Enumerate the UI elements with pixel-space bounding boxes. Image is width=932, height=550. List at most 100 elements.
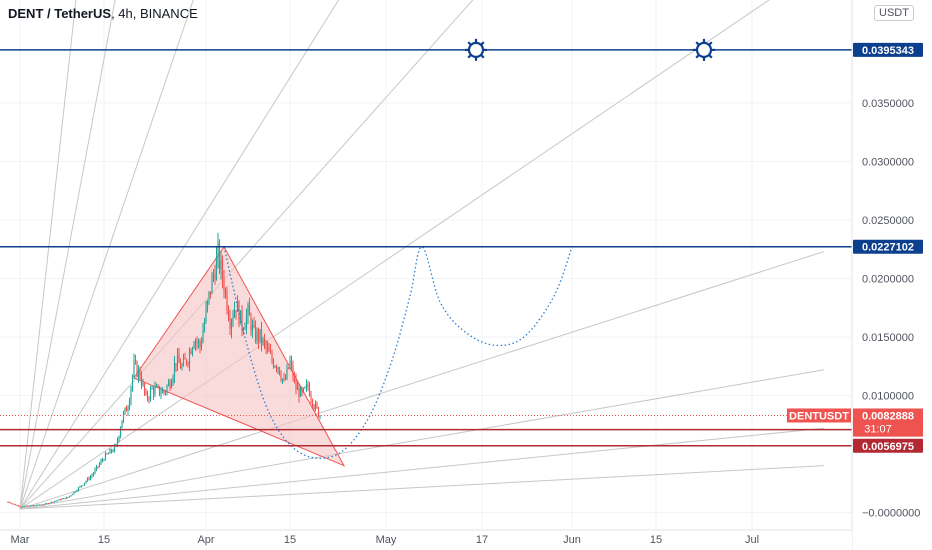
candle-body xyxy=(233,310,236,318)
candle-body xyxy=(167,381,170,386)
x-tick-label: Apr xyxy=(197,534,214,546)
candle-body xyxy=(226,291,228,311)
candle-body xyxy=(46,503,48,505)
candle-body xyxy=(298,387,300,397)
candle-body xyxy=(17,505,20,507)
candle-body xyxy=(259,329,261,341)
symbol-title: DENT / TetherUS, 4h, BINANCE xyxy=(8,6,198,21)
candle-body xyxy=(187,363,189,365)
candle-body xyxy=(7,501,9,503)
price-tag-label: 0.0395343 xyxy=(862,45,914,57)
candle-body xyxy=(41,504,44,506)
candle-body xyxy=(188,351,191,364)
candle-body xyxy=(146,393,149,399)
candle-body xyxy=(212,274,215,276)
candle-body xyxy=(230,320,233,329)
candle-body xyxy=(14,504,17,506)
candle-body xyxy=(235,310,237,312)
x-tick-label: Jun xyxy=(563,534,581,546)
candle-body xyxy=(50,501,53,503)
candle-body xyxy=(274,366,276,368)
candle-body xyxy=(95,466,98,470)
candle-body xyxy=(211,275,213,294)
candle-body xyxy=(38,504,41,506)
candle-body xyxy=(64,498,66,500)
candle-body xyxy=(70,495,72,497)
candle-body xyxy=(200,342,203,347)
current-price-label: 0.0082888 xyxy=(862,410,914,422)
candle-body xyxy=(305,384,308,388)
candle-body xyxy=(202,330,204,343)
candle-body xyxy=(67,497,69,499)
candle-body xyxy=(76,490,78,492)
candle-body xyxy=(265,342,267,348)
candle-body xyxy=(133,360,135,376)
y-tick-label: 0.0100000 xyxy=(862,390,914,402)
candle-body xyxy=(145,391,147,394)
symbol-tag-label: DENTUSDT xyxy=(789,410,849,422)
candle-body xyxy=(152,388,155,395)
candle-body xyxy=(176,354,179,366)
y-tick-label: 0.0150000 xyxy=(862,332,914,344)
candle-body xyxy=(185,359,188,364)
candle-body xyxy=(307,384,309,387)
candle-body xyxy=(143,383,146,392)
candle-body xyxy=(287,367,290,369)
candle-body xyxy=(71,493,74,496)
candle-body xyxy=(175,363,177,366)
price-axis-bg xyxy=(852,0,932,550)
price-tag-label: 0.0227102 xyxy=(862,242,914,254)
candle-body xyxy=(136,361,138,377)
currency-button[interactable]: USDT xyxy=(874,5,914,21)
candle-body xyxy=(194,340,197,344)
candle-body xyxy=(284,378,287,380)
candle-body xyxy=(217,243,219,257)
candle-body xyxy=(308,386,311,396)
x-tick-label: Jul xyxy=(745,534,759,546)
fan-line xyxy=(19,251,825,510)
candle-body xyxy=(113,445,116,452)
candle-body xyxy=(256,330,258,341)
candle-body xyxy=(59,499,62,501)
candle-body xyxy=(299,387,302,397)
candle-body xyxy=(254,326,257,341)
candle-body xyxy=(161,390,164,394)
candle-body xyxy=(88,478,90,480)
candle-body xyxy=(34,505,36,507)
candle-body xyxy=(293,377,296,379)
candle-body xyxy=(89,476,92,480)
candle-body xyxy=(10,502,12,504)
candle-body xyxy=(158,386,161,395)
candle-body xyxy=(241,310,243,331)
candle-body xyxy=(140,377,143,386)
candle-body xyxy=(101,459,104,461)
candle-body xyxy=(13,503,15,505)
candle-body xyxy=(119,428,122,437)
time-axis-bg xyxy=(0,530,852,550)
candle-body xyxy=(286,367,288,379)
candle-body xyxy=(184,358,186,360)
candle-body xyxy=(151,388,153,390)
candle-body xyxy=(97,466,99,468)
candle-body xyxy=(103,459,105,461)
candle-body xyxy=(203,321,206,331)
fan-line xyxy=(19,0,474,510)
candle-body xyxy=(65,497,68,499)
triangle-pattern xyxy=(133,245,346,467)
candle-body xyxy=(289,360,291,369)
candle-body xyxy=(16,505,18,507)
y-tick-label: 0.0300000 xyxy=(862,156,914,168)
candle-body xyxy=(55,500,57,502)
candle-body xyxy=(142,383,144,386)
candle-body xyxy=(121,420,123,429)
candle-body xyxy=(197,341,200,343)
candle-body xyxy=(229,318,231,329)
candle-body xyxy=(316,403,318,408)
candle-body xyxy=(43,504,45,506)
candle-body xyxy=(208,291,210,301)
x-tick-label: 17 xyxy=(476,534,488,546)
candle-body xyxy=(221,259,224,280)
candle-body xyxy=(257,330,260,341)
candle-body xyxy=(85,481,87,483)
